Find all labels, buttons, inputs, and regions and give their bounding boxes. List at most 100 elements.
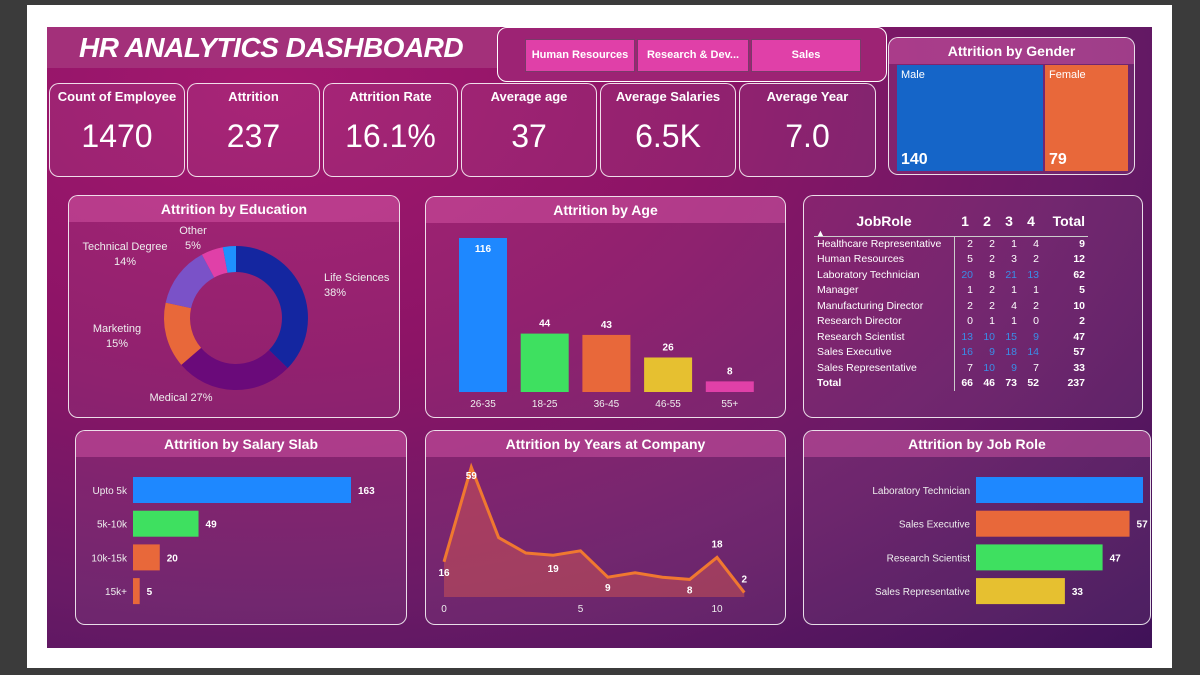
x-tick-label: 46-55	[655, 399, 681, 410]
column-header[interactable]: 4	[1027, 212, 1035, 229]
slice-percent: 14%	[114, 256, 136, 268]
row-label: Human Resources	[814, 251, 955, 267]
table-row: Sales Representative 7 10 9 7 33	[814, 360, 1088, 376]
cell-value: 8	[989, 268, 995, 281]
education-donut-chart: Life Sciences 38% Medical 27% Marketing 15% T…	[83, 225, 390, 404]
cell-value: 2	[989, 299, 995, 312]
bar	[976, 544, 1103, 571]
gender-female-tile[interactable]: Female 79	[1045, 65, 1128, 171]
bar-data-label: 116	[475, 244, 492, 255]
slice-percent: 38%	[324, 287, 346, 299]
row-label: Manufacturing Director	[814, 298, 955, 314]
slicer-sales[interactable]: Sales	[751, 39, 861, 72]
attrition-by-job-role-card: Attrition by Job Role Laboratory Technic…	[803, 430, 1151, 625]
column-header[interactable]: 3	[1005, 212, 1013, 229]
x-tick-label: 5	[578, 604, 584, 615]
cell-value: 2	[1033, 253, 1039, 266]
donut-slice	[236, 246, 309, 369]
cell-value: 13	[1027, 268, 1039, 281]
column-header-jobrole[interactable]: JobRole ▲	[816, 212, 912, 238]
cell-value: 52	[1027, 377, 1039, 390]
cell-value: 9	[1033, 330, 1039, 343]
cell-value: 2	[989, 238, 995, 250]
cell-value: 20	[961, 268, 973, 281]
point-data-label: 19	[548, 564, 560, 575]
column-header[interactable]: 1	[961, 212, 969, 229]
card-title: Attrition by Job Role	[804, 431, 1150, 457]
bar-data-label: 49	[206, 520, 218, 531]
age-bar	[644, 357, 693, 392]
gender-label: Female	[1049, 69, 1086, 81]
jobrole-matrix-card: JobRole ▲ 1 2 3 4 Total Healthcare Representati…	[803, 195, 1143, 418]
bar-data-label: 20	[167, 553, 179, 564]
bar	[133, 510, 199, 537]
cell-value: 4	[1033, 238, 1039, 250]
attrition-by-salary-slab-card: Attrition by Salary Slab Upto 5k 163 5k-10…	[75, 430, 407, 625]
x-tick-label: 26-35	[470, 399, 496, 410]
row-label: Sales Executive	[814, 344, 955, 360]
table-row: Laboratory Technician 20 8 21 13 62	[814, 267, 1088, 283]
kpi-label: Count of Employee	[57, 89, 177, 104]
bar-data-label: 57	[1137, 520, 1149, 531]
kpi-average-year: Average Year 7.0	[739, 83, 876, 177]
bar-data-label: 44	[539, 319, 551, 330]
cell-value: 4	[1011, 299, 1017, 312]
bar	[133, 578, 140, 605]
jobrole-matrix-table: JobRole ▲ 1 2 3 4 Total Healthcare Representati…	[814, 206, 1088, 391]
attrition-by-years-card: Attrition by Years at Company 16 59 19 9 8 18…	[425, 430, 786, 625]
gender-value: 140	[901, 151, 928, 168]
age-bar	[582, 334, 631, 392]
department-slicer: Human Resources Research & Dev... Sales	[497, 27, 887, 82]
age-bar	[520, 333, 569, 392]
cell-value: 7	[967, 361, 973, 374]
kpi-label: Average Salaries	[615, 89, 721, 104]
slice-percent: 5%	[185, 240, 201, 252]
bar-data-label: 62	[1150, 486, 1151, 497]
kpi-value: 7.0	[785, 118, 830, 154]
slicer-human-resources[interactable]: Human Resources	[525, 39, 635, 72]
slice-label: Technical Degree	[83, 241, 168, 253]
cell-value: 0	[967, 315, 973, 328]
slice-label: Other	[179, 225, 207, 237]
category-label: 5k-10k	[97, 520, 128, 531]
table-row: Research Director 0 1 1 0 2	[814, 313, 1088, 329]
x-tick-label: 0	[441, 604, 447, 615]
cell-value: 1	[1011, 284, 1017, 297]
kpi-average-salaries: Average Salaries 6.5K	[600, 83, 736, 177]
cell-value: 0	[1033, 315, 1039, 328]
row-label: Total	[814, 375, 955, 391]
cell-value: 1	[967, 284, 973, 297]
table-row: Manufacturing Director 2 2 4 2 10	[814, 298, 1088, 314]
category-label: 10k-15k	[91, 553, 128, 564]
point-data-label: 16	[438, 568, 450, 579]
column-header[interactable]: 2	[983, 212, 991, 229]
row-total: 47	[1073, 330, 1085, 343]
bar-data-label: 33	[1072, 587, 1084, 598]
donut-slice	[165, 254, 215, 309]
cell-value: 16	[961, 346, 973, 359]
card-title: Attrition by Gender	[889, 38, 1134, 64]
slicer-research-development[interactable]: Research & Dev...	[637, 39, 749, 72]
cell-value: 10	[983, 330, 995, 343]
sort-ascending-icon[interactable]: ▲	[816, 227, 825, 238]
x-tick-label: 18-25	[532, 399, 558, 410]
age-bar	[459, 238, 507, 392]
attrition-by-education-card: Attrition by Education Life Sciences 38% M…	[68, 195, 400, 418]
category-label: Sales Executive	[899, 520, 971, 531]
cell-value: 2	[967, 238, 973, 250]
card-title: Attrition by Age	[426, 197, 785, 223]
attrition-by-age-card: Attrition by Age 116 26-35 44 18-25 43 36-45 2…	[425, 196, 786, 418]
kpi-label: Average age	[490, 89, 568, 104]
gender-male-tile[interactable]: Male 140	[897, 65, 1043, 171]
bar	[976, 510, 1130, 537]
row-total: 12	[1073, 253, 1085, 266]
row-total: 10	[1073, 299, 1085, 312]
x-tick-label: 55+	[721, 399, 738, 410]
column-header-total[interactable]: Total	[1052, 212, 1085, 229]
kpi-count-of-employee: Count of Employee 1470	[49, 83, 185, 177]
category-label: Upto 5k	[93, 486, 128, 497]
point-data-label: 8	[687, 585, 693, 596]
dashboard-title: HR ANALYTICS DASHBOARD	[47, 27, 500, 68]
category-label: Sales Representative	[875, 587, 970, 598]
gender-label: Male	[901, 69, 925, 81]
